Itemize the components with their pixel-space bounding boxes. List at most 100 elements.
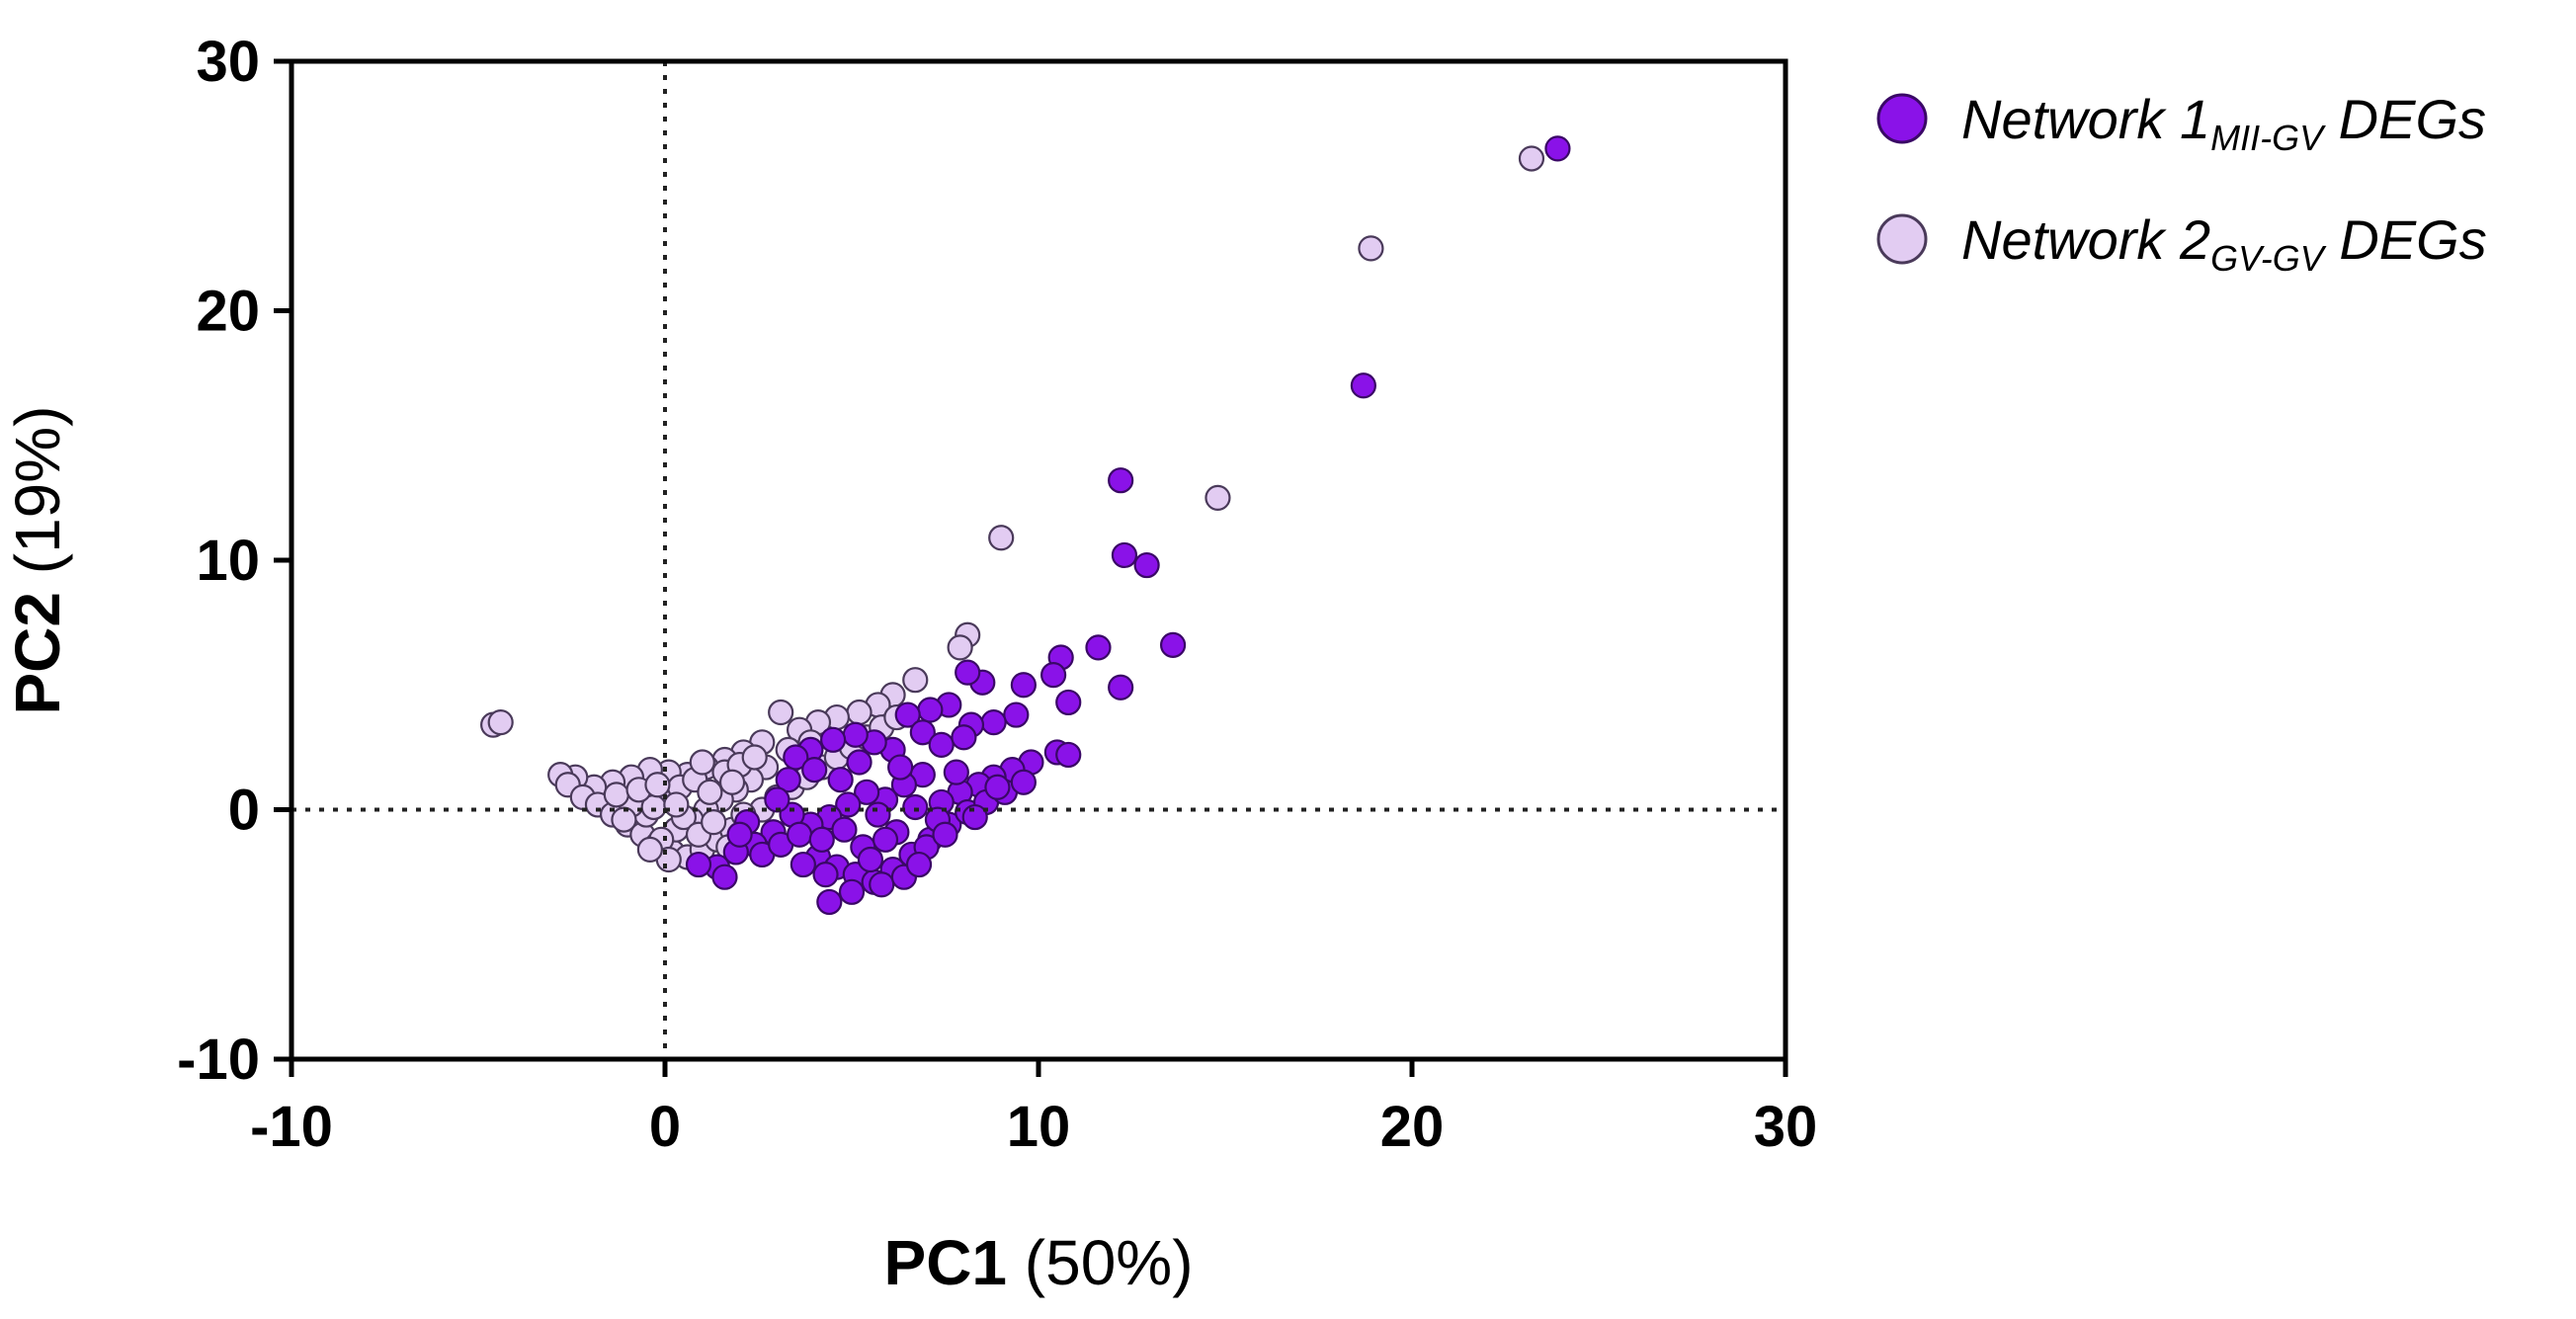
network-2-point <box>988 525 1015 551</box>
legend-label-network-2: Network 2GV-GV DEGs <box>1961 208 2487 279</box>
network-2-point <box>487 709 514 736</box>
x-tick-label: -10 <box>250 1095 333 1159</box>
network-1-point <box>1040 662 1067 689</box>
network-1-point <box>1544 135 1571 162</box>
network-2-point <box>902 667 929 694</box>
network-1-point <box>872 826 899 853</box>
network-1-point <box>961 803 988 831</box>
network-1-point <box>943 759 969 785</box>
network-1-point <box>984 774 1011 800</box>
legend-marker-network-1 <box>1876 93 1928 144</box>
network-1-point <box>831 816 858 843</box>
network-2-point <box>1358 235 1384 262</box>
network-1-point <box>726 821 753 848</box>
network-1-point <box>854 779 880 805</box>
y-tick-label: -10 <box>177 1028 260 1092</box>
network-2-point <box>947 634 973 661</box>
network-1-point <box>1111 541 1138 569</box>
network-1-point <box>775 767 801 793</box>
network-2-point <box>768 699 794 726</box>
network-1-point <box>801 756 828 783</box>
network-1-point <box>846 749 873 776</box>
network-2-point <box>644 772 671 798</box>
network-1-point <box>789 851 816 878</box>
network-1-point <box>1055 689 1082 716</box>
network-1-point <box>1350 372 1376 399</box>
axis-ticks: -10 0 10 20 30 -10 0 10 20 30 <box>177 30 1817 1159</box>
network-1-point <box>838 878 866 905</box>
network-1-point <box>1108 467 1134 494</box>
legend-label-network-2-main: Network 2 <box>1961 208 2210 271</box>
network-1-point <box>928 731 955 758</box>
network-1-point <box>1108 674 1134 701</box>
network-1-point <box>812 862 839 888</box>
network-1-point <box>808 826 835 853</box>
network-2-point <box>697 779 723 805</box>
legend-item-network-2: Network 2GV-GV DEGs <box>1876 208 2487 279</box>
y-axis-title: PC2 (19%) <box>2 406 73 715</box>
network-1-point <box>783 744 809 771</box>
network-2-point <box>689 749 715 776</box>
network-1-point <box>1010 769 1037 795</box>
network-1-point <box>857 846 884 873</box>
legend-marker-network-2 <box>1876 213 1928 265</box>
network-1-point <box>917 697 944 723</box>
network-1-point <box>869 871 895 898</box>
x-tick-label: 10 <box>1007 1095 1071 1159</box>
x-axis-title: PC1 (50%) <box>884 1227 1194 1298</box>
network-2-point <box>718 769 746 795</box>
markers-layer <box>480 135 1571 916</box>
network-1-point <box>887 754 914 781</box>
network-1-point <box>685 851 712 878</box>
network-1-point <box>1085 634 1112 661</box>
y-tick-label: 10 <box>196 529 260 593</box>
x-tick-label: 30 <box>1754 1095 1818 1159</box>
network-1-point <box>1133 551 1160 579</box>
network-1-point <box>827 767 854 793</box>
legend-item-network-1: Network 1MII-GV DEGs <box>1876 88 2486 158</box>
network-1-point <box>894 701 921 728</box>
x-axis-title-main: PC1 <box>884 1227 1008 1298</box>
legend-label-network-1-subscript: MII-GV <box>2210 118 2326 158</box>
network-1-point <box>909 719 936 746</box>
network-1-point <box>842 721 869 748</box>
x-axis-title-detail: (50%) <box>1007 1227 1194 1298</box>
network-1-point <box>835 791 862 818</box>
network-2-point <box>636 836 663 864</box>
network-1-point <box>865 801 891 828</box>
network-1-point <box>1003 701 1030 728</box>
network-1-point <box>819 726 847 753</box>
legend-label-network-2-suffix: DEGs <box>2324 208 2487 271</box>
network-1-point <box>786 821 813 848</box>
x-tick-label: 0 <box>649 1095 681 1159</box>
network-1-point <box>711 864 738 890</box>
y-tick-label: 20 <box>196 280 260 344</box>
network-1-point <box>1055 741 1082 769</box>
legend-label-network-1-main: Network 1 <box>1961 88 2210 150</box>
legend-label-network-1-suffix: DEGs <box>2323 88 2486 150</box>
network-2-point <box>1518 145 1545 172</box>
network-2-point <box>741 744 768 771</box>
network-1-point <box>816 888 843 916</box>
network-1-point <box>951 724 977 751</box>
network-1-point <box>932 821 958 848</box>
y-axis-title-main: PC2 <box>2 592 73 715</box>
network-2-point <box>701 809 727 836</box>
network-1-point <box>905 851 933 878</box>
y-tick-label: 0 <box>228 779 260 843</box>
legend-label-network-1: Network 1MII-GV DEGs <box>1961 88 2486 158</box>
network-1-point <box>980 709 1007 736</box>
legend: Network 1MII-GV DEGs Network 2GV-GV DEGs <box>1876 88 2487 279</box>
y-axis-title-detail: (19%) <box>2 406 73 593</box>
network-2-point <box>846 699 873 726</box>
x-tick-label: 20 <box>1380 1095 1445 1159</box>
network-2-point <box>1205 484 1231 511</box>
network-1-point <box>1010 672 1037 699</box>
network-1-point <box>955 659 981 686</box>
network-1-point <box>1159 631 1187 658</box>
network-2-point <box>663 791 690 818</box>
network-2-point <box>603 782 629 808</box>
legend-label-network-2-subscript: GV-GV <box>2210 238 2327 279</box>
y-tick-label: 30 <box>196 30 260 94</box>
